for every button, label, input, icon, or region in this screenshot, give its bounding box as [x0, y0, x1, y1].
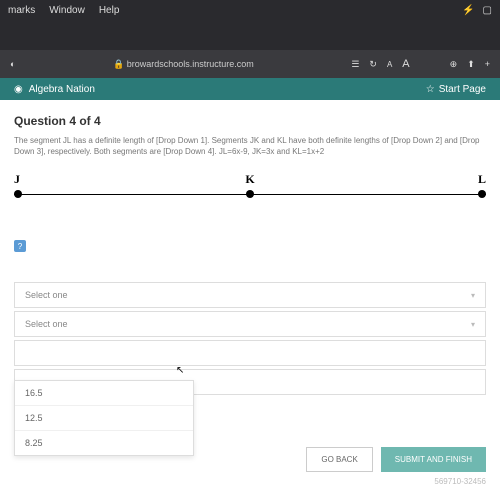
- brand-icon[interactable]: ◉: [14, 84, 23, 95]
- start-page-link[interactable]: Start Page: [439, 84, 486, 95]
- menu-window[interactable]: Window: [49, 5, 85, 16]
- menu-bookmarks[interactable]: marks: [8, 5, 35, 16]
- submit-button[interactable]: SUBMIT AND FINISH: [381, 447, 486, 472]
- battery-icon: ▢: [483, 5, 492, 16]
- dropdown-2[interactable]: Select one ▾: [14, 311, 486, 337]
- content-area: Question 4 of 4 The segment JL has a def…: [0, 100, 500, 500]
- share-icon[interactable]: ⬆: [467, 59, 475, 70]
- segment-diagram: J K L: [14, 176, 486, 216]
- newtab-icon[interactable]: +: [485, 59, 490, 69]
- chevron-down-icon: ▾: [471, 291, 475, 300]
- dropdown-3[interactable]: placeholder: [14, 340, 486, 366]
- url-text[interactable]: browardschools.instructure.com: [127, 59, 254, 69]
- history-icon[interactable]: ⊕: [450, 59, 458, 70]
- refresh-icon[interactable]: ↻: [369, 59, 377, 70]
- dropdown-option[interactable]: 12.5: [15, 406, 193, 431]
- bluetooth-icon: ⚡: [462, 5, 474, 16]
- text-size-large[interactable]: A: [402, 58, 409, 70]
- label-l: L: [478, 172, 486, 187]
- dropdown-1[interactable]: Select one ▾: [14, 282, 486, 308]
- point-j: [14, 190, 22, 198]
- lock-icon: 🔒: [113, 59, 124, 69]
- footer-code: 569710-32456: [434, 477, 486, 486]
- dropdown-1-label: Select one: [25, 290, 68, 300]
- text-size-small[interactable]: A: [387, 60, 392, 69]
- question-text: The segment JL has a definite length of …: [14, 136, 486, 158]
- menu-help[interactable]: Help: [99, 5, 120, 16]
- system-menubar: marks Window Help ⚡ ▢: [0, 0, 500, 20]
- footer-buttons: GO BACK SUBMIT AND FINISH: [306, 447, 486, 472]
- url-bar: ◐ 🔒 browardschools.instructure.com ☰ ↻ A…: [0, 50, 500, 78]
- brand-text[interactable]: Algebra Nation: [29, 84, 95, 95]
- question-number: Question 4 of 4: [14, 114, 486, 128]
- page-header: ◉ Algebra Nation ☆ Start Page: [0, 78, 500, 100]
- dropdown-option[interactable]: 8.25: [15, 431, 193, 455]
- help-icon[interactable]: ?: [14, 240, 26, 252]
- dropdown-option[interactable]: 16.5: [15, 381, 193, 406]
- point-l: [478, 190, 486, 198]
- cursor-icon: ↖: [176, 365, 184, 376]
- dropdown-2-label: Select one: [25, 319, 68, 329]
- label-k: K: [245, 172, 254, 187]
- star-icon[interactable]: ☆: [426, 84, 435, 95]
- label-j: J: [14, 172, 20, 187]
- reader-icon[interactable]: ☰: [351, 59, 359, 70]
- chevron-down-icon: ▾: [471, 320, 475, 329]
- go-back-button[interactable]: GO BACK: [306, 447, 372, 472]
- shield-icon[interactable]: ◐: [10, 59, 15, 69]
- browser-chrome: ◐ 🔒 browardschools.instructure.com ☰ ↻ A…: [0, 50, 500, 500]
- point-k: [246, 190, 254, 198]
- dropdown-menu-open: 16.5 12.5 8.25: [14, 380, 194, 456]
